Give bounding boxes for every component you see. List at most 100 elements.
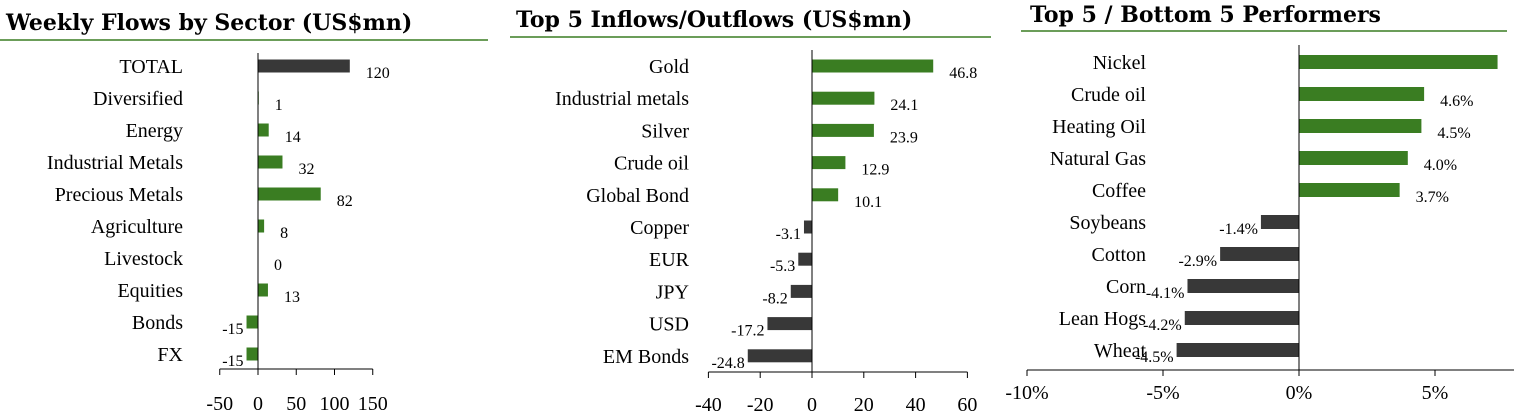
category-label: Energy (126, 120, 183, 142)
x-tick-label: 150 (358, 393, 388, 415)
x-tick-label: 0 (807, 394, 817, 416)
x-tick-label: 5% (1422, 382, 1449, 404)
chart-top5-bottom5-performers: Top 5 / Bottom 5 Performers Nickel7.3%Cr… (1005, 2, 1514, 404)
bar (812, 188, 839, 202)
bar (258, 219, 265, 233)
data-label: -2.9% (1178, 253, 1217, 270)
category-label: Coffee (1092, 180, 1146, 202)
category-label: Global Bond (586, 185, 689, 207)
data-label: -1.4% (1219, 221, 1258, 238)
data-label: 46.8 (949, 65, 977, 82)
category-label: Crude oil (614, 153, 689, 175)
data-label: 32 (298, 161, 314, 178)
data-label: 3.7% (1416, 189, 1449, 206)
category-label: Agriculture (91, 216, 183, 238)
bar (1299, 151, 1408, 165)
category-label: Silver (641, 120, 689, 142)
category-label: JPY (656, 281, 689, 303)
bar (246, 347, 258, 361)
x-tick-label: -5% (1146, 382, 1179, 404)
category-label: FX (157, 344, 183, 366)
bar (1220, 247, 1299, 261)
x-tick-label: 0 (253, 393, 263, 415)
bar (812, 59, 934, 73)
x-tick-label: -40 (695, 394, 722, 416)
bar (258, 123, 269, 137)
category-label: Crude oil (1071, 84, 1146, 106)
data-label: 24.1 (890, 97, 918, 114)
data-label: 120 (366, 65, 390, 82)
data-label: -15 (222, 321, 243, 338)
data-label: -15 (222, 353, 243, 370)
bar (812, 156, 846, 170)
category-label: Livestock (104, 248, 183, 270)
bar (798, 252, 812, 266)
bar (1299, 87, 1425, 101)
data-label: -8.2 (762, 290, 787, 307)
data-label: 4.6% (1440, 93, 1473, 110)
bar (258, 187, 321, 201)
bar (747, 349, 812, 363)
data-label: -3.1 (776, 226, 801, 243)
bar (790, 284, 812, 298)
data-label: 1 (275, 97, 283, 114)
x-tick-label: 40 (906, 394, 926, 416)
bar (1184, 311, 1299, 325)
x-tick-label: -20 (747, 394, 774, 416)
bar (812, 91, 875, 105)
bar (258, 283, 268, 297)
data-label: 4.0% (1424, 157, 1457, 174)
chart-top5-inflows-outflows: Top 5 Inflows/Outflows (US$mn) Gold 46.8 I… (510, 7, 991, 416)
data-label: 23.9 (890, 129, 918, 146)
data-label: -4.1% (1146, 285, 1185, 302)
bar (767, 317, 812, 331)
data-label: 4.5% (1437, 125, 1470, 142)
bar (803, 220, 812, 234)
chart-title: Weekly Flows by Sector (US$mn) (5, 10, 412, 36)
data-label: 12.9 (861, 162, 889, 179)
category-label: EUR (649, 249, 690, 271)
bar (1176, 343, 1299, 357)
data-label: 14 (285, 129, 301, 146)
x-tick-label: 0% (1286, 382, 1313, 404)
bar (1187, 279, 1299, 293)
category-label: Equities (117, 280, 183, 302)
category-label: EM Bonds (603, 346, 689, 368)
category-label: Industrial metals (555, 88, 689, 110)
category-label: Heating Oil (1052, 116, 1146, 138)
data-label: -5.3 (770, 258, 795, 275)
bar (258, 59, 350, 73)
category-label: Natural Gas (1050, 148, 1146, 170)
data-label: -4.5% (1135, 349, 1174, 366)
category-label: TOTAL (119, 56, 183, 78)
category-label: Cotton (1092, 244, 1146, 266)
x-tick-label: 100 (320, 393, 350, 415)
data-label: 8 (280, 225, 288, 242)
category-label: Lean Hogs (1059, 308, 1146, 330)
bar (1299, 119, 1422, 133)
x-tick-label: 60 (957, 394, 977, 416)
category-label: Corn (1106, 276, 1146, 298)
data-label: 82 (337, 193, 353, 210)
chart-weekly-flows-by-sector: Weekly Flows by Sector (US$mn) TOTAL 120 D… (0, 10, 488, 415)
data-label: -17.2 (731, 323, 764, 340)
category-label: Nickel (1093, 52, 1147, 74)
category-label: Wheat (1094, 340, 1147, 362)
category-label: Diversified (93, 88, 183, 110)
bar (1260, 215, 1299, 229)
bar (1299, 55, 1498, 69)
category-label: Copper (630, 217, 689, 239)
chart-title: Top 5 Inflows/Outflows (US$mn) (516, 7, 912, 33)
category-label: USD (649, 314, 689, 336)
bar (258, 155, 283, 169)
x-tick-label: -50 (206, 393, 233, 415)
x-tick-label: 50 (286, 393, 306, 415)
category-label: Bonds (132, 312, 183, 334)
data-label: 10.1 (854, 194, 882, 211)
data-label: 0 (274, 257, 282, 274)
category-label: Soybeans (1069, 212, 1146, 234)
bar (1299, 183, 1400, 197)
data-label: -24.8 (711, 355, 744, 372)
chart-title: Top 5 / Bottom 5 Performers (1030, 2, 1381, 28)
